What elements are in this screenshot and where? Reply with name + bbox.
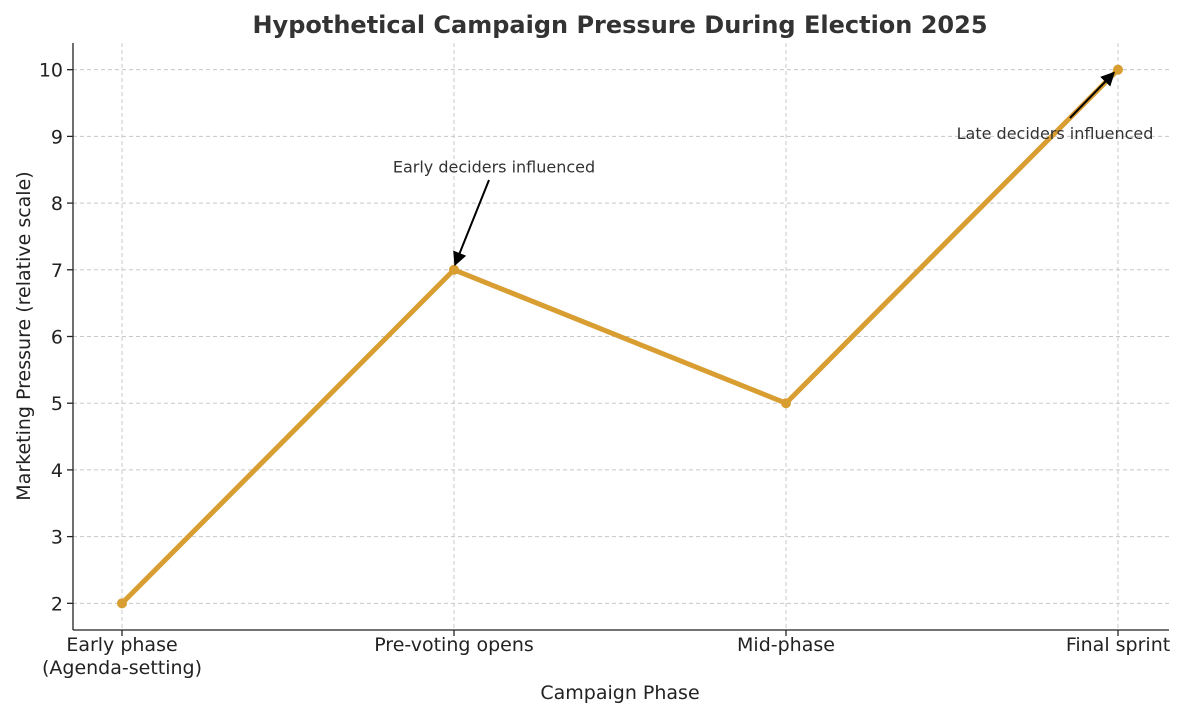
series-line [119,67,1121,606]
annotation-early-deciders: Early deciders influenced [393,157,595,176]
x-tick-label-line: Mid-phase [737,634,835,656]
y-tick-label: 10 [39,60,63,82]
data-point [449,264,459,275]
x-tick-label-line: Early phase [66,634,177,656]
x-tick-label: Pre-voting opens [374,634,534,656]
annotation-layer: Early deciders influenced Late deciders i… [393,71,1154,267]
y-tick-label: 6 [51,327,63,349]
data-point [1113,64,1123,75]
series-layer [117,64,1123,609]
x-tick-label: Final sprint [1066,634,1170,656]
y-tick-label: 4 [51,460,63,482]
x-axis-label: Campaign Phase [540,682,699,704]
x-tick-label: Mid-phase [737,634,835,656]
y-tick-label: 2 [51,593,63,615]
x-tick-label: Early phase (Agenda-setting) [42,634,202,679]
data-point [781,398,791,409]
y-tick-label: 9 [51,126,63,148]
y-tick-label: 3 [51,527,63,549]
chart-title: Hypothetical Campaign Pressure During El… [252,11,987,39]
data-point [117,598,127,609]
axes-layer: 2 3 4 5 6 7 8 9 10 Early phase (Agenda-setting) Pre… [39,43,1170,679]
x-tick-label-line: (Agenda-setting) [42,657,202,679]
annotation-late-deciders: Late deciders influenced [957,124,1154,143]
annotation-arrow-early [453,179,490,267]
y-tick-label: 5 [51,393,63,415]
x-tick-label-line: Final sprint [1066,634,1170,656]
y-axis-label: Marketing Pressure (relative scale) [13,171,35,500]
annotation-arrow-late [1069,71,1115,119]
x-tick-label-line: Pre-voting opens [374,634,534,656]
y-tick-label: 8 [51,193,63,215]
y-tick-label: 7 [51,260,63,282]
